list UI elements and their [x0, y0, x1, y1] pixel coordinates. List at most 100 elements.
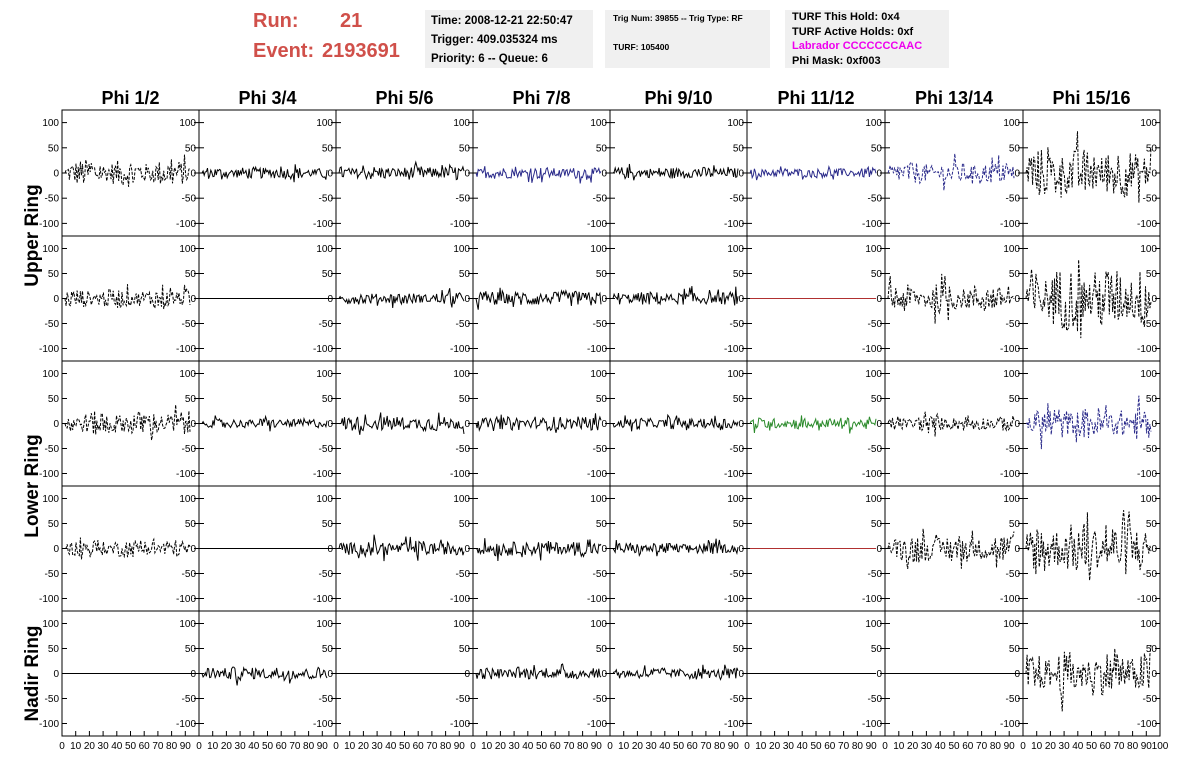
y-tick-label: 0 — [327, 419, 333, 430]
y-tick-label: -50 — [1143, 569, 1158, 580]
x-tick-label: 80 — [1127, 741, 1139, 752]
y-tick-label: -100 — [862, 719, 882, 730]
y-tick-label: -50 — [456, 569, 471, 580]
x-tick-label: 10 — [893, 741, 905, 752]
y-tick-label: 0 — [601, 419, 607, 430]
x-tick-label: 70 — [976, 741, 988, 752]
event-value: 2193691 — [322, 40, 400, 62]
waveform-trace — [612, 413, 739, 432]
y-tick-label: 50 — [1146, 394, 1158, 405]
x-tick-label: 10 — [344, 741, 356, 752]
x-tick-label: 70 — [426, 741, 438, 752]
y-tick-label: -100 — [176, 344, 196, 355]
x-tick-label: 0 — [59, 741, 65, 752]
x-tick-label: 70 — [289, 741, 301, 752]
y-tick-label: -50 — [1143, 194, 1158, 205]
y-tick-label: 100 — [1140, 244, 1157, 255]
x-tick-label: 0 — [196, 741, 202, 752]
y-tick-label: -50 — [868, 319, 883, 330]
row-label: Upper Ring — [22, 184, 43, 286]
y-tick-label: 100 — [1140, 619, 1157, 630]
y-tick-label: 50 — [48, 644, 60, 655]
y-tick-label: 100 — [865, 619, 882, 630]
waveform-trace — [612, 163, 739, 181]
waveform-trace — [338, 160, 465, 181]
y-tick-label: -100 — [1137, 469, 1157, 480]
y-tick-label: 0 — [738, 294, 744, 305]
y-tick-label: 0 — [1151, 669, 1157, 680]
waveform-trace — [64, 284, 191, 311]
y-tick-label: -50 — [182, 694, 197, 705]
y-tick-label: 50 — [48, 519, 60, 530]
x-tick-label: 40 — [1072, 741, 1084, 752]
y-tick-label: 100 — [42, 369, 59, 380]
x-tick-label: 50 — [673, 741, 685, 752]
y-tick-label: -50 — [45, 319, 60, 330]
y-tick-label: 50 — [185, 394, 197, 405]
row-label: Nadir Ring — [22, 625, 43, 721]
x-tick-label: 50 — [262, 741, 274, 752]
y-tick-label: 0 — [53, 544, 59, 555]
y-tick-label: -50 — [730, 444, 745, 455]
waveform-trace — [64, 154, 191, 187]
y-tick-label: 100 — [727, 369, 744, 380]
y-tick-label: 50 — [459, 143, 471, 154]
x-tick-label: 60 — [413, 741, 425, 752]
x-tick-label: 90 — [180, 741, 192, 752]
y-tick-label: 0 — [876, 669, 882, 680]
waveform-trace — [1025, 259, 1152, 339]
waveform-trace — [475, 538, 602, 562]
y-tick-label: -100 — [724, 344, 744, 355]
x-tick-label: 10 — [755, 741, 767, 752]
y-tick-label: 100 — [590, 369, 607, 380]
y-tick-label: 0 — [876, 294, 882, 305]
x-tick-label: 60 — [1100, 741, 1112, 752]
x-tick-label: 90 — [1141, 741, 1153, 752]
y-tick-label: 100 — [590, 118, 607, 129]
priority-text: Priority: 6 -- Queue: 6 — [431, 53, 548, 65]
y-tick-label: -100 — [1137, 344, 1157, 355]
x-tick-label: 30 — [509, 741, 521, 752]
waveform-panel — [884, 360, 1024, 487]
x-tick-label: 70 — [563, 741, 575, 752]
y-tick-label: 50 — [871, 394, 883, 405]
y-tick-label: 100 — [590, 494, 607, 505]
y-tick-label: 50 — [322, 644, 334, 655]
x-tick-label: 90 — [866, 741, 878, 752]
y-tick-label: 0 — [876, 544, 882, 555]
y-tick-label: -50 — [730, 694, 745, 705]
x-tick-label: 50 — [1086, 741, 1098, 752]
waveform-trace — [887, 153, 1015, 191]
run-label: Run: — [253, 10, 299, 32]
y-tick-label: -50 — [1006, 694, 1021, 705]
y-tick-label: -100 — [450, 344, 470, 355]
y-tick-label: -50 — [319, 194, 334, 205]
y-tick-label: 100 — [42, 494, 59, 505]
y-tick-label: 100 — [42, 244, 59, 255]
x-tick-label: 20 — [358, 741, 370, 752]
y-tick-label: 0 — [738, 169, 744, 180]
y-tick-label: -50 — [593, 194, 608, 205]
y-tick-label: 0 — [876, 419, 882, 430]
y-tick-label: 50 — [1009, 644, 1021, 655]
y-tick-label: -50 — [1143, 444, 1158, 455]
waveform-panel — [884, 235, 1024, 362]
y-tick-label: 50 — [871, 644, 883, 655]
y-tick-label: 100 — [316, 118, 333, 129]
y-tick-label: -100 — [450, 719, 470, 730]
x-tick-label: 40 — [522, 741, 534, 752]
column-header: Phi 15/16 — [1052, 88, 1130, 108]
y-tick-label: -50 — [456, 444, 471, 455]
trigger-info-box: Trig Num: 39855 -- Trig Type: RF TURF: 1… — [605, 10, 770, 68]
x-tick-label: 90 — [317, 741, 329, 752]
y-tick-label: 0 — [1014, 544, 1020, 555]
y-tick-label: 0 — [601, 294, 607, 305]
turf-this-hold-text: TURF This Hold: 0x4 — [792, 11, 900, 23]
waveform-panel — [746, 109, 886, 237]
panel-frame — [884, 109, 1024, 237]
y-tick-label: 100 — [179, 619, 196, 630]
y-tick-label: 50 — [322, 269, 334, 280]
labrador-text: Labrador CCCCCCCAAC — [792, 40, 923, 52]
y-tick-label: 100 — [727, 244, 744, 255]
y-tick-label: -100 — [313, 344, 333, 355]
